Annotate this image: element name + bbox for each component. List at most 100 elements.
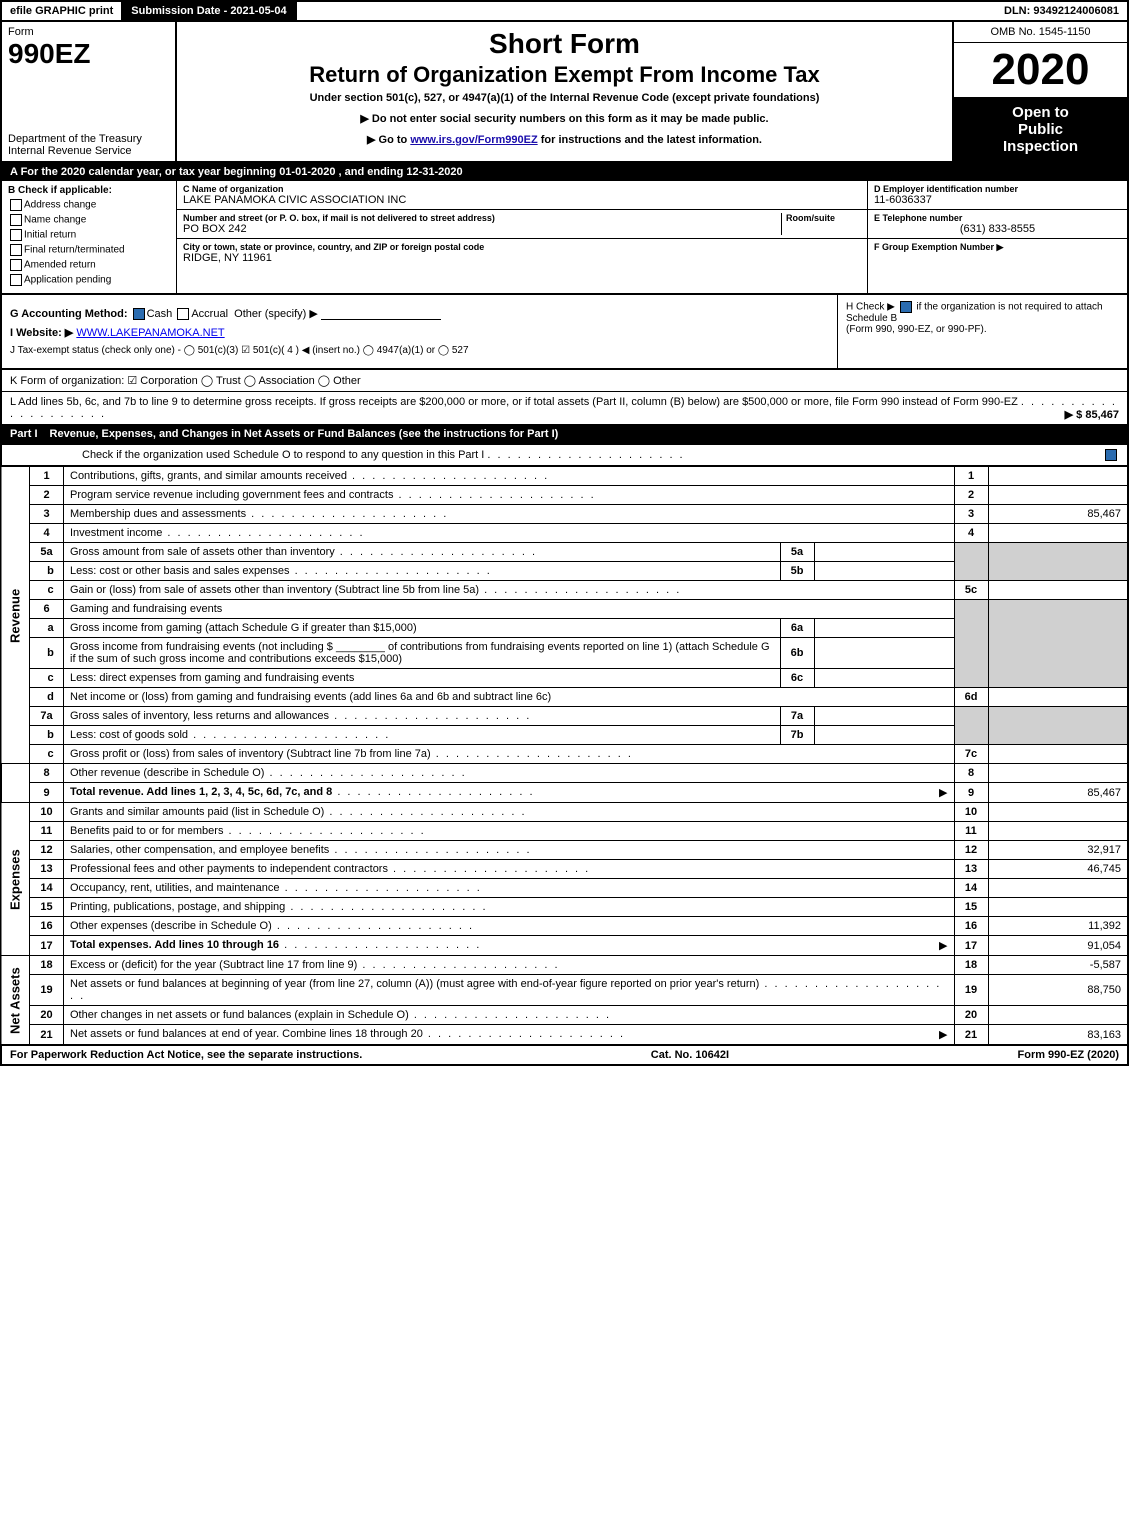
line-value: [988, 688, 1128, 707]
line-num: b: [30, 562, 64, 581]
subcol-num: 6b: [780, 638, 814, 669]
line-value: [988, 524, 1128, 543]
table-row: 14 Occupancy, rent, utilities, and maint…: [1, 879, 1128, 898]
footer-right: Form 990-EZ (2020): [1018, 1049, 1119, 1061]
ein-label: D Employer identification number: [874, 184, 1121, 194]
line-num: 12: [30, 841, 64, 860]
shade-cell: [988, 543, 1128, 581]
goto-pre: ▶ Go to: [367, 134, 410, 146]
table-row: 19 Net assets or fund balances at beginn…: [1, 975, 1128, 1006]
website-link[interactable]: WWW.LAKEPANAMOKA.NET: [76, 327, 224, 339]
form-word: Form: [8, 26, 169, 38]
initial-return-label: Initial return: [24, 230, 76, 241]
line-right-num: 7c: [954, 745, 988, 764]
line-value: 83,163: [988, 1025, 1128, 1045]
part1-check-line: Check if the organization used Schedule …: [0, 445, 1129, 466]
line-value: [988, 822, 1128, 841]
line-num: 6: [30, 600, 64, 619]
line-desc: Gross profit or (loss) from sales of inv…: [70, 748, 633, 760]
other-blank[interactable]: [321, 308, 441, 320]
line-num: 13: [30, 860, 64, 879]
line-desc: Total expenses. Add lines 10 through 16: [70, 939, 279, 951]
subcol-num: 7b: [780, 726, 814, 745]
line-right-num: 20: [954, 1006, 988, 1025]
row-k: K Form of organization: ☑ Corporation ◯ …: [0, 370, 1129, 392]
line-num: 8: [30, 764, 64, 783]
table-row: 15 Printing, publications, postage, and …: [1, 898, 1128, 917]
table-row: 4 Investment income 4: [1, 524, 1128, 543]
checkbox-final-return[interactable]: [10, 244, 22, 256]
page-footer: For Paperwork Reduction Act Notice, see …: [0, 1045, 1129, 1066]
line-num: 10: [30, 803, 64, 822]
subcol-value: [814, 619, 954, 638]
line-value: 91,054: [988, 936, 1128, 956]
row-l: L Add lines 5b, 6c, and 7b to line 9 to …: [0, 392, 1129, 425]
table-row: 2 Program service revenue including gove…: [1, 486, 1128, 505]
checkbox-address-change[interactable]: [10, 199, 22, 211]
subcol-value: [814, 726, 954, 745]
line-value: [988, 745, 1128, 764]
line-right-num: 10: [954, 803, 988, 822]
street-label: Number and street (or P. O. box, if mail…: [183, 213, 781, 223]
line-right-num: 6d: [954, 688, 988, 707]
shade-cell: [988, 600, 1128, 688]
checkbox-schedule-o[interactable]: [1105, 449, 1117, 461]
line-desc: Gain or (loss) from sale of assets other…: [70, 584, 681, 596]
table-row: Expenses 10 Grants and similar amounts p…: [1, 803, 1128, 822]
row-i: I Website: ▶ WWW.LAKEPANAMOKA.NET: [10, 326, 829, 339]
subtitle: Under section 501(c), 527, or 4947(a)(1)…: [185, 92, 944, 104]
line-right-num: 12: [954, 841, 988, 860]
checkbox-amended[interactable]: [10, 259, 22, 271]
checkbox-name-change[interactable]: [10, 214, 22, 226]
irs-link[interactable]: www.irs.gov/Form990EZ: [410, 134, 537, 146]
sidebar-expenses: Expenses: [1, 803, 30, 956]
line-num: 1: [30, 467, 64, 486]
g-label: G Accounting Method:: [10, 308, 128, 320]
h-text1: H Check ▶: [846, 302, 895, 313]
part1-table: Revenue 1 Contributions, gifts, grants, …: [0, 466, 1129, 1045]
line-desc: Other expenses (describe in Schedule O): [70, 920, 474, 932]
name-change-label: Name change: [24, 215, 86, 226]
ein-value: 11-6036337: [874, 194, 1121, 206]
line-num: 14: [30, 879, 64, 898]
efile-label: efile GRAPHIC print: [2, 2, 123, 20]
line-num: a: [30, 619, 64, 638]
table-row: c Gain or (loss) from sale of assets oth…: [1, 581, 1128, 600]
table-row: Revenue 1 Contributions, gifts, grants, …: [1, 467, 1128, 486]
table-row: 21 Net assets or fund balances at end of…: [1, 1025, 1128, 1045]
shade-cell: [954, 543, 988, 581]
table-row: 9 Total revenue. Add lines 1, 2, 3, 4, 5…: [1, 783, 1128, 803]
line-num: b: [30, 726, 64, 745]
line-value: 11,392: [988, 917, 1128, 936]
checkbox-h[interactable]: [900, 301, 912, 313]
line-num: 7a: [30, 707, 64, 726]
line-right-num: 8: [954, 764, 988, 783]
checkbox-initial-return[interactable]: [10, 229, 22, 241]
cash-label: Cash: [147, 308, 173, 320]
part1-title: Revenue, Expenses, and Changes in Net As…: [50, 428, 1119, 440]
final-return-label: Final return/terminated: [24, 245, 125, 256]
table-row: 3 Membership dues and assessments 3 85,4…: [1, 505, 1128, 524]
checkbox-pending[interactable]: [10, 274, 22, 286]
line-desc: Salaries, other compensation, and employ…: [70, 844, 532, 856]
tax-year: 2020: [954, 43, 1127, 98]
line-value: [988, 898, 1128, 917]
table-row: c Gross profit or (loss) from sales of i…: [1, 745, 1128, 764]
org-name-label: C Name of organization: [183, 184, 861, 194]
line-right-num: 11: [954, 822, 988, 841]
subcol-value: [814, 707, 954, 726]
line-num: 16: [30, 917, 64, 936]
sidebar-net-assets: Net Assets: [1, 956, 30, 1045]
subcol-num: 5b: [780, 562, 814, 581]
line-num: c: [30, 581, 64, 600]
street-value: PO BOX 242: [183, 223, 781, 235]
org-name: LAKE PANAMOKA CIVIC ASSOCIATION INC: [183, 194, 861, 206]
line-right-num: 2: [954, 486, 988, 505]
checkbox-cash[interactable]: [133, 308, 145, 320]
table-row: 5a Gross amount from sale of assets othe…: [1, 543, 1128, 562]
subcol-value: [814, 638, 954, 669]
checkbox-accrual[interactable]: [177, 308, 189, 320]
line-desc: Net assets or fund balances at end of ye…: [70, 1028, 423, 1040]
line-desc: Investment income: [70, 527, 365, 539]
open-public-box: Open to Public Inspection: [954, 98, 1127, 161]
